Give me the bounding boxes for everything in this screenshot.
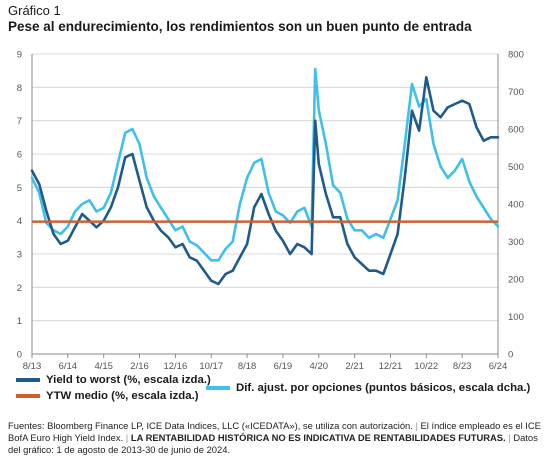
legend-item-oas: Dif. ajust. por opciones (puntos básicos…: [206, 382, 530, 394]
y-right-tick-label: 600: [508, 125, 524, 136]
y-right-tick-label: 700: [508, 87, 524, 98]
y-right-tick-label: 800: [508, 50, 524, 61]
x-tick-label: 8/23: [453, 361, 472, 372]
x-tick-label: 8/13: [23, 361, 42, 372]
y-left-tick-label: 1: [17, 316, 22, 327]
source-part-3: LA RENTABILIDAD HISTÓRICA NO ES INDICATI…: [130, 432, 506, 443]
source-part-1: Fuentes: Bloomberg Finance LP, ICE Data …: [8, 420, 413, 431]
y-left-tick-label: 4: [17, 216, 22, 227]
source-part-2: El índice empleado es el ICE BofA Euro H…: [8, 420, 541, 443]
legend-label-ytw: Yield to worst (%, escala izda.): [46, 374, 211, 386]
source-separator: |: [125, 432, 131, 443]
y-axis-left: 0 1 2 3 4 5 6 7 8 9: [17, 50, 22, 361]
y-left-tick-label: 2: [17, 283, 22, 294]
x-tick-label: 10/22: [414, 361, 438, 372]
legend-item-ytw: Yield to worst (%, escala izda.): [16, 374, 211, 386]
x-tick-label: 2/21: [345, 361, 364, 372]
legend-label-oas: Dif. ajust. por opciones (puntos básicos…: [236, 382, 531, 394]
x-tick-label: 12/21: [379, 361, 403, 372]
y-right-tick-label: 0: [508, 350, 513, 361]
y-right-tick-label: 400: [508, 200, 524, 211]
y-left-tick-label: 8: [17, 83, 22, 94]
x-tick-label: 6/14: [59, 361, 78, 372]
source-note: Fuentes: Bloomberg Finance LP, ICE Data …: [8, 420, 542, 456]
legend-label-mean: YTW medio (%, escala izda.): [46, 390, 199, 402]
chart-title: Pese al endurecimiento, los rendimientos…: [8, 19, 472, 34]
y-right-tick-label: 200: [508, 275, 524, 286]
y-left-tick-label: 5: [17, 183, 22, 194]
source-separator: |: [508, 432, 514, 443]
x-tick-label: 6/19: [274, 361, 293, 372]
x-tick-label: 4/20: [310, 361, 329, 372]
y-right-tick-label: 100: [508, 312, 524, 323]
x-tick-label: 12/16: [163, 361, 187, 372]
y-axis-right: 0 100 200 300 400 500 600 700 800: [508, 50, 524, 361]
legend-swatch-ytw: [16, 378, 40, 382]
legend-swatch-mean: [16, 394, 40, 398]
source-separator: |: [415, 420, 421, 431]
x-tick-label: 4/15: [94, 361, 113, 372]
y-right-tick-label: 500: [508, 162, 524, 173]
x-tick-label: 10/17: [199, 361, 223, 372]
x-axis: 8/13 6/14 4/15 2/16 12/16 10/17 8/18 6/19 4/20 2/…: [23, 354, 508, 372]
x-tick-label: 8/18: [238, 361, 257, 372]
y-left-tick-label: 7: [17, 116, 22, 127]
legend-swatch-oas: [206, 386, 230, 390]
series-line-ytw: [30, 76, 500, 286]
y-left-tick-label: 9: [17, 50, 22, 61]
figure-label: Gráfico 1: [8, 3, 61, 18]
series-layer: [30, 67, 500, 286]
chart-svg: 0 1 2 3 4 5 6 7 8 9 0 100 200 300 400 500 600 700 800 8/1…: [17, 50, 524, 373]
y-right-tick-label: 300: [508, 237, 524, 248]
legend-item-mean: YTW medio (%, escala izda.): [16, 390, 199, 402]
y-left-tick-label: 0: [17, 350, 22, 361]
series-line-oas: [30, 67, 500, 262]
source-part-4: Datos del gráfico: 1 de agosto de 2013-3…: [8, 432, 538, 455]
x-tick-label: 6/24: [489, 361, 508, 372]
y-left-tick-label: 6: [17, 150, 22, 161]
x-tick-label: 2/16: [130, 361, 149, 372]
y-left-tick-label: 3: [17, 250, 22, 261]
